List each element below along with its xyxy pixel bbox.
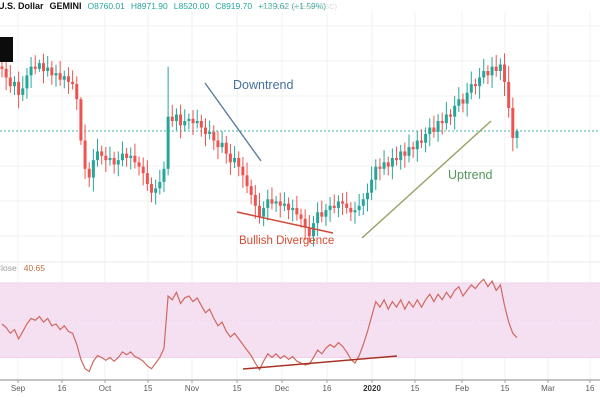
indicator-value-row: Close 40.65 [0, 263, 45, 273]
chart-header: U.S. Dollar GEMINI O8760.01 H8971.90 L85… [0, 1, 326, 13]
x-axis-label: 15 [232, 384, 242, 393]
x-axis-label: 15 [410, 384, 420, 393]
candlestick-series[interactable] [0, 53, 519, 247]
downtrend-line[interactable] [204, 82, 262, 162]
ohlc-low: L8520.00 [173, 1, 210, 11]
x-axis-label: Nov [184, 384, 200, 393]
x-axis-label: 16 [322, 384, 332, 393]
x-axis-line [0, 379, 600, 383]
indicator-close-label: Close [0, 263, 17, 273]
uptrend-line[interactable] [361, 120, 492, 239]
exit-fullscreen-button[interactable]: Exit Full Screen (ESC) [262, 2, 338, 11]
x-axis-label: 16 [57, 384, 67, 393]
x-axis-label: Feb [455, 384, 469, 393]
bullish-divergence-annotation[interactable]: Bullish Divergence [239, 235, 335, 247]
downtrend-annotation[interactable]: Downtrend [233, 78, 294, 92]
uptrend-annotation[interactable]: Uptrend [448, 168, 493, 182]
x-axis[interactable]: Sep 16 Oct 15 Nov 15 Dec 16 2020 15 Feb 15 Mar 16 [0, 384, 600, 396]
rsi-band [0, 282, 600, 358]
ohlc-close: C8919.70 [215, 1, 253, 11]
x-axis-label: 15 [500, 384, 510, 393]
x-axis-label: 2020 [363, 384, 381, 393]
x-axis-label: Sep [10, 384, 26, 393]
symbol-name: U.S. Dollar [0, 1, 44, 11]
x-axis-label: 16 [585, 384, 595, 393]
x-axis-label: Mar [541, 384, 555, 393]
x-axis-label: Dec [274, 384, 290, 393]
black-box-overlay [0, 37, 13, 62]
rsi-line[interactable] [1, 278, 518, 373]
divergence-price-line[interactable] [236, 211, 334, 234]
x-axis-label: Oct [98, 384, 112, 393]
divergence-rsi-line[interactable] [242, 355, 398, 370]
indicator-rsi-value: 40.65 [23, 263, 46, 273]
exchange-name: GEMINI [49, 1, 82, 11]
ohlc-open: O8760.01 [87, 1, 125, 11]
price-change: +139.62 (+1.59%) [258, 1, 327, 11]
x-axis-label: 15 [143, 384, 153, 393]
ohlc-high: H8971.90 [130, 1, 168, 11]
